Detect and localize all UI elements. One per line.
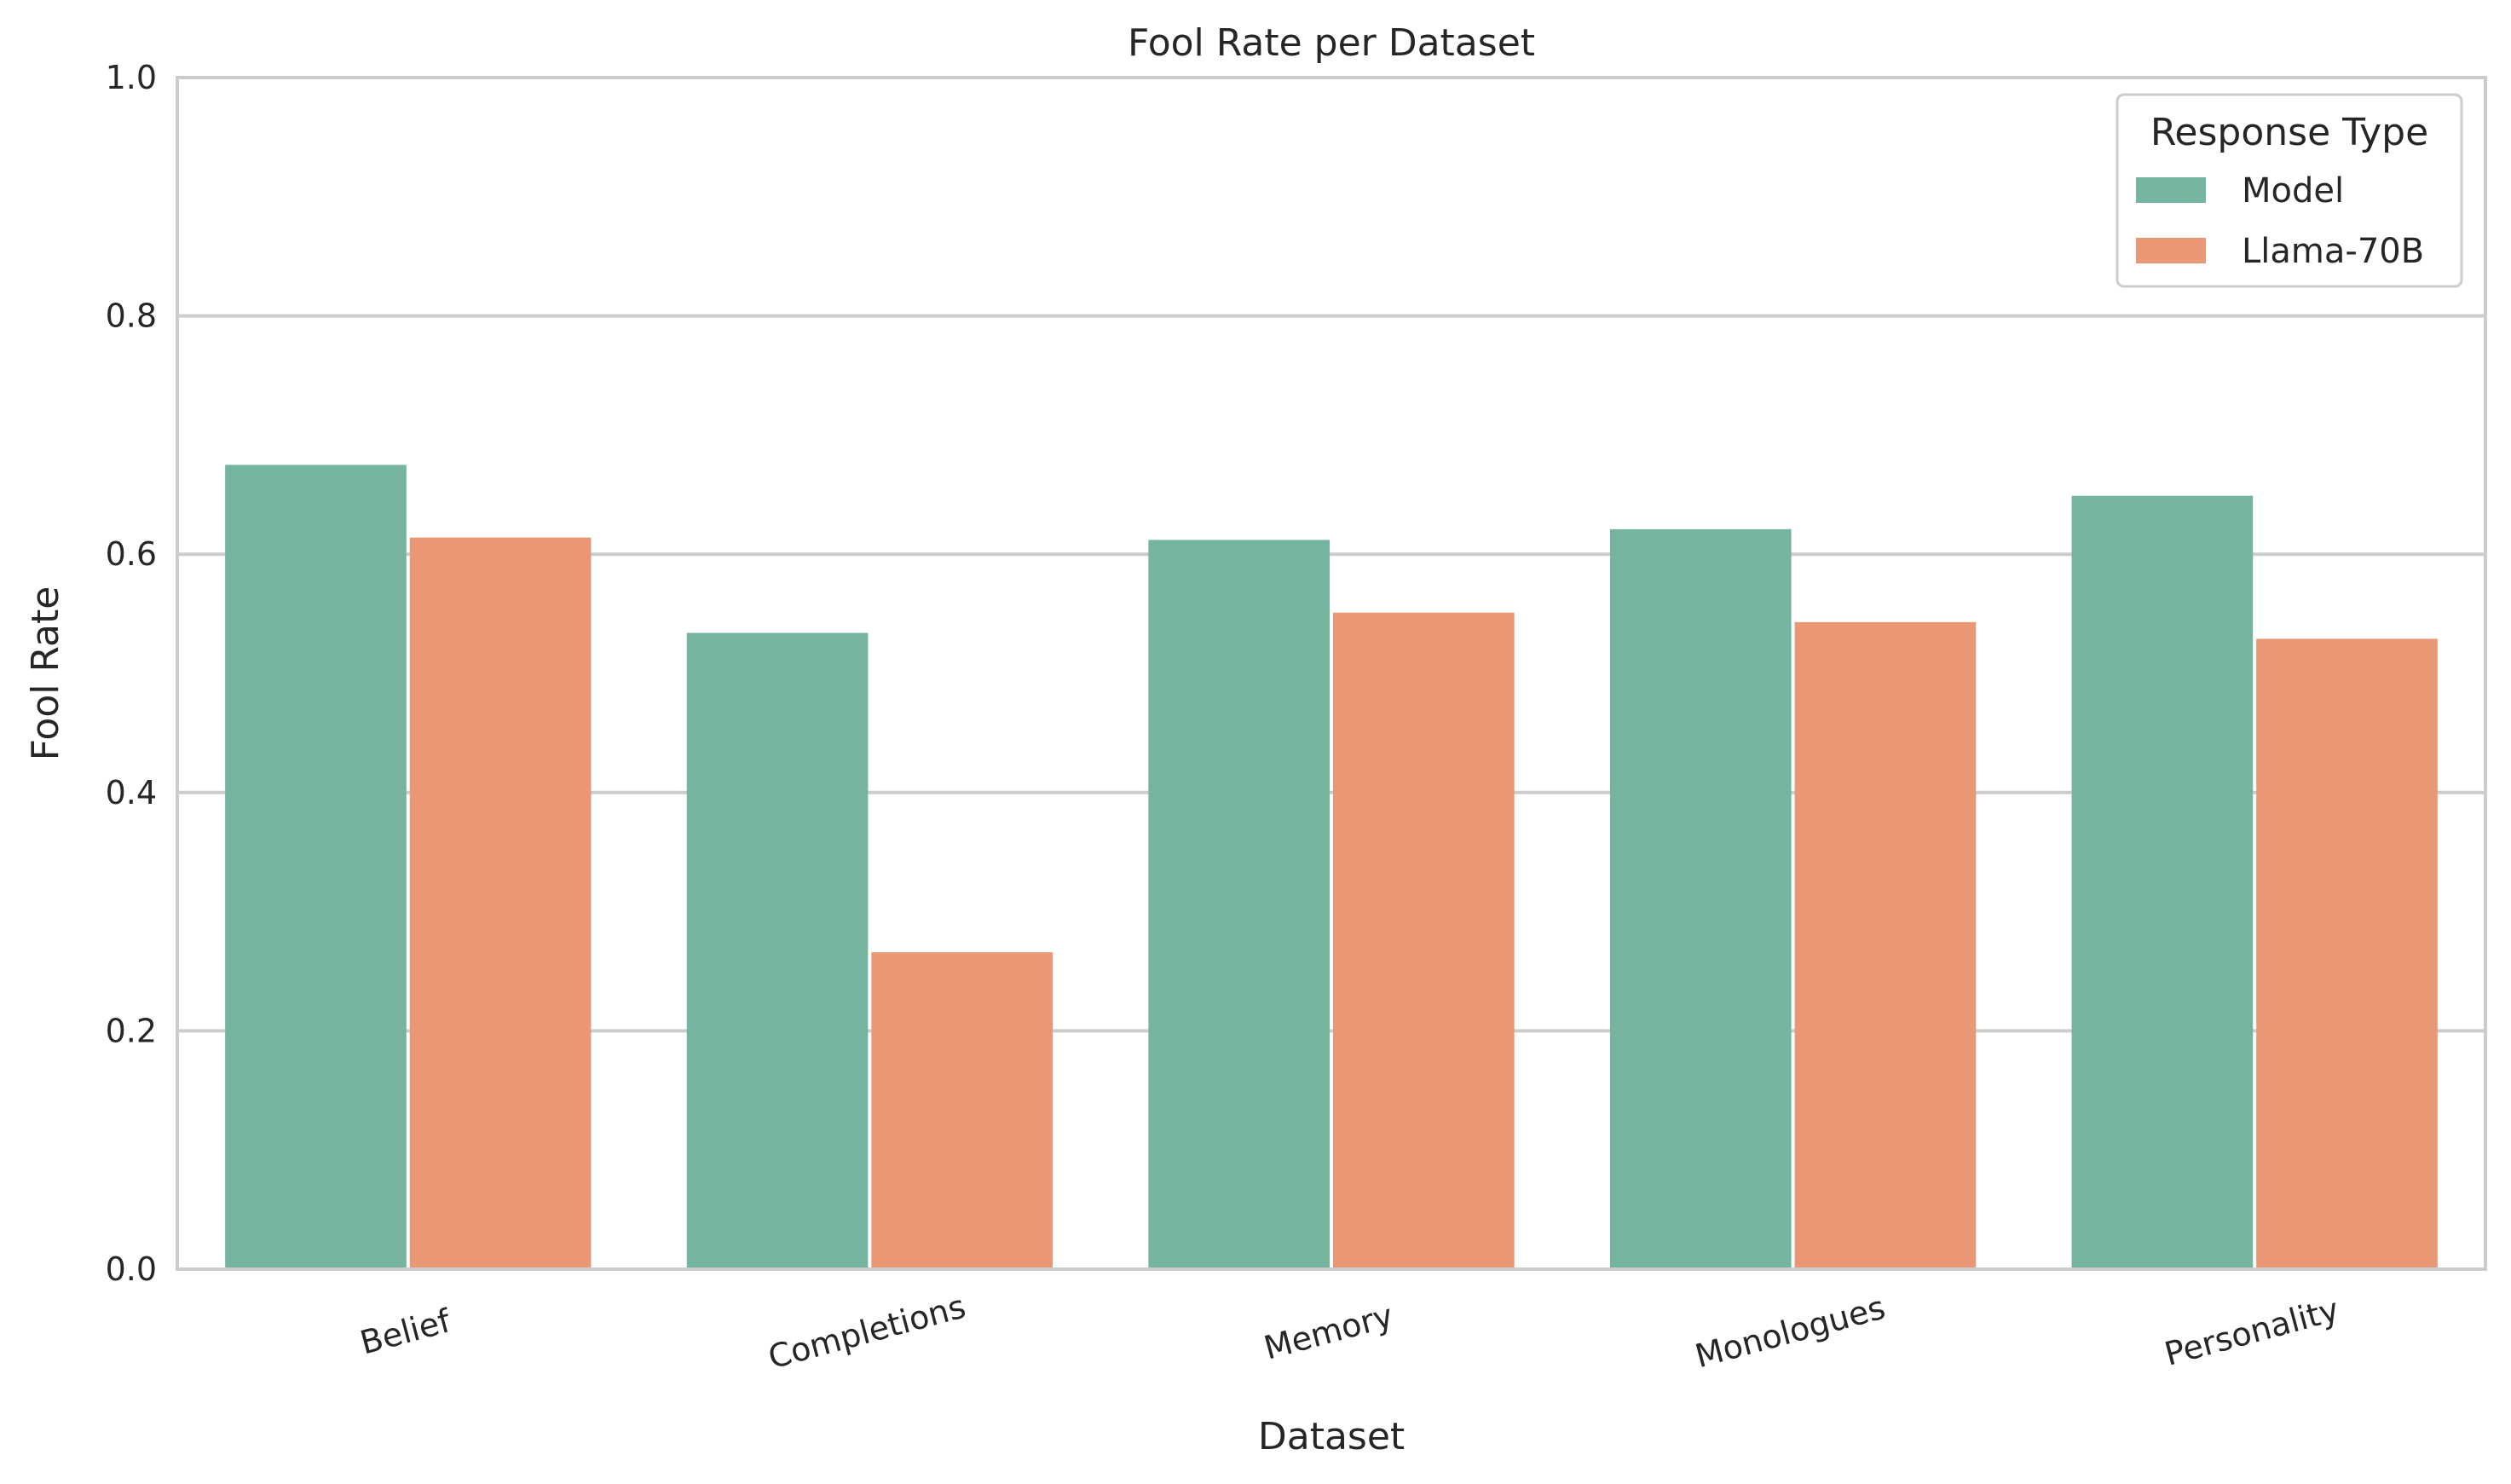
y-tick-label: 0.0 <box>106 1250 157 1288</box>
y-axis-title: Fool Rate <box>24 586 67 761</box>
x-axis-title: Dataset <box>1258 1415 1405 1458</box>
bar-completions-model <box>686 632 869 1269</box>
legend-title: Response Type <box>2150 111 2428 154</box>
chart-title: Fool Rate per Dataset <box>1128 21 1535 65</box>
y-tick-label: 0.8 <box>106 297 157 335</box>
legend-label-llama-70b: Llama-70B <box>2242 232 2424 271</box>
y-tick-label: 0.2 <box>106 1012 157 1049</box>
bar-personality-model <box>2071 495 2254 1269</box>
legend-swatch-model <box>2136 177 2206 203</box>
y-tick-labels: 0.0 0.2 0.4 0.6 0.8 1.0 <box>106 59 157 1288</box>
y-tick-label: 0.4 <box>106 774 157 811</box>
bar-belief-llama-70b <box>409 537 592 1269</box>
legend-swatch-llama-70b <box>2136 238 2206 263</box>
plot-frame <box>176 76 2487 1271</box>
y-tick-label: 0.6 <box>106 535 157 573</box>
bar-monologues-llama-70b <box>1794 621 1977 1269</box>
bar-monologues-model <box>1609 528 1792 1269</box>
bar-personality-llama-70b <box>2256 638 2438 1269</box>
x-tick-label: Personality <box>2161 1291 2343 1373</box>
bars <box>225 465 2438 1269</box>
bar-memory-llama-70b <box>1333 612 1515 1269</box>
x-tick-label: Completions <box>765 1287 970 1376</box>
bar-memory-model <box>1148 540 1330 1269</box>
x-tick-label: Memory <box>1260 1296 1397 1367</box>
legend-label-model: Model <box>2242 171 2344 211</box>
y-tick-label: 1.0 <box>106 59 157 96</box>
bar-belief-model <box>225 465 407 1269</box>
x-tick-labels: Belief Completions Memory Monologues Persona… <box>356 1287 2343 1376</box>
legend: Response Type Model Llama-70B <box>2116 93 2463 288</box>
x-tick-label: Belief <box>356 1302 456 1362</box>
bar-completions-llama-70b <box>871 952 1053 1269</box>
x-tick-label: Monologues <box>1691 1289 1889 1376</box>
